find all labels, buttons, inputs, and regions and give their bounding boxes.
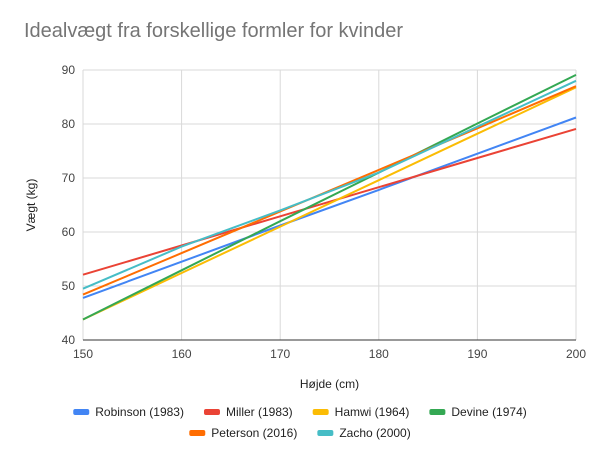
x-tick-label: 160 <box>172 347 192 361</box>
x-tick-label: 190 <box>467 347 487 361</box>
y-tick-label: 70 <box>62 171 76 185</box>
legend-swatch <box>317 430 334 436</box>
legend-swatch <box>189 430 206 436</box>
y-axis-title: Vægt (kg) <box>24 179 38 232</box>
legend-swatch <box>73 409 90 415</box>
x-tick-label: 180 <box>369 347 389 361</box>
chart-title: Idealvægt fra forskellige formler for kv… <box>24 20 404 42</box>
legend-label: Hamwi (1964) <box>335 405 410 419</box>
legend-label: Devine (1974) <box>451 405 526 419</box>
y-tick-label: 50 <box>62 279 76 293</box>
series-line-3 <box>82 86 577 321</box>
series-line-6 <box>82 79 577 290</box>
y-tick-label: 80 <box>62 117 76 131</box>
legend-label: Peterson (2016) <box>211 426 297 440</box>
y-tick-label: 90 <box>62 63 76 77</box>
x-axis-title: Højde (cm) <box>300 377 359 391</box>
legend-label: Robinson (1983) <box>95 405 184 419</box>
series-line-2 <box>82 127 577 276</box>
legend-swatch <box>312 409 329 415</box>
y-tick-label: 60 <box>62 225 76 239</box>
series-line-1 <box>82 116 577 299</box>
series-line-4 <box>82 74 577 321</box>
legend-label: Zacho (2000) <box>339 426 410 440</box>
legend-label: Miller (1983) <box>226 405 293 419</box>
legend-swatch <box>203 409 220 415</box>
series-line-5 <box>82 85 577 296</box>
x-tick-label: 150 <box>73 347 93 361</box>
y-tick-label: 40 <box>62 333 76 347</box>
legend-swatch <box>429 409 446 415</box>
x-tick-label: 200 <box>566 347 586 361</box>
x-tick-label: 170 <box>270 347 290 361</box>
